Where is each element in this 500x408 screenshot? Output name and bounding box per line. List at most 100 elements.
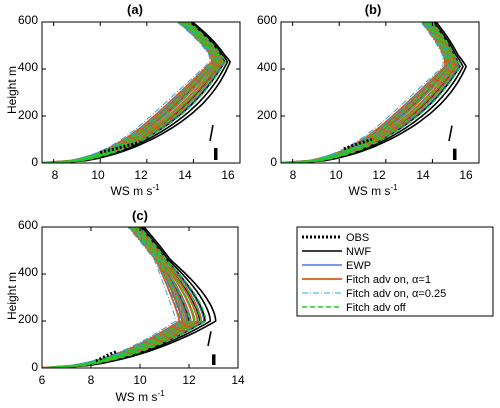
series-lines [281, 22, 467, 163]
x-tick-label: 8 [88, 373, 95, 387]
x-tick-label: 12 [134, 168, 148, 182]
axes-frame [280, 21, 480, 164]
series-line-fitch-on-025 [281, 22, 447, 163]
y-tick-labels-b: 0 200 400 600 [257, 13, 277, 169]
x-tick-label: 12 [182, 373, 196, 387]
y-axis-label-c: Height m [5, 272, 19, 320]
axes-frame [41, 21, 241, 164]
series-line-fitch-off [46, 22, 224, 163]
series-lines [42, 22, 232, 163]
x-tick-label: 14 [178, 168, 192, 182]
series-line-nwf [291, 22, 467, 163]
series-line-nwf [50, 22, 229, 163]
y-tick-label: 400 [257, 60, 277, 74]
x-axis-label-text: WS m s [110, 184, 152, 198]
y-tick-label: 600 [18, 218, 38, 232]
panel-b: (b) 0 200 400 600 8 10 12 14 16 WS m s-1 [257, 2, 480, 198]
series-line-fitch-off [44, 227, 196, 368]
series-line-fitch-on-025 [42, 227, 182, 368]
series-line-nwf [53, 227, 217, 368]
y-tick-labels-c: 0 200 400 600 [18, 218, 38, 374]
x-tick-label: 10 [91, 168, 105, 182]
x-axis-label-superscript: -1 [390, 183, 398, 192]
tower-bar-tilt [207, 331, 212, 347]
series-line-fitch-on-025 [42, 22, 213, 163]
tower-bar-tilt [209, 124, 214, 142]
x-axis-label-superscript: -1 [152, 183, 160, 192]
series-line-fitch-on-1 [42, 227, 188, 368]
x-axis-label-text: WS m s [348, 184, 390, 198]
series-line-fitch-off [49, 227, 207, 368]
series-line-fitch-off [283, 22, 455, 163]
tower-bar [212, 354, 216, 365]
series-line-fitch-off [42, 227, 191, 368]
legend-entry-obs: OBS [302, 232, 369, 244]
series-line-nwf [289, 22, 464, 163]
legend-entry-nwf: NWF [302, 246, 371, 258]
legend-entry-fitch-on-1: Fitch adv on, α=1 [302, 274, 431, 286]
panel-c: (c) 0 200 400 600 6 8 10 12 14 Height m … [5, 208, 245, 404]
x-axis-label-b: WS m s-1 [348, 183, 398, 198]
x-axis-label-superscript: -1 [157, 389, 165, 398]
plot-area-a [41, 21, 241, 164]
x-tick-labels-c: 6 8 10 12 14 [39, 373, 245, 387]
series-lines [42, 227, 217, 368]
y-tick-label: 0 [31, 155, 38, 169]
y-tick-label: 200 [18, 312, 38, 326]
x-tick-label: 12 [372, 168, 386, 182]
series-line-obs [343, 138, 373, 151]
y-tick-label: 600 [257, 13, 277, 27]
y-tick-label: 200 [18, 108, 38, 122]
plot-area-c [41, 226, 239, 369]
x-tick-label: 14 [416, 168, 430, 182]
y-tick-label: 600 [18, 13, 38, 27]
series-line-nwf [52, 22, 232, 163]
series-line-fitch-on-025 [42, 227, 177, 368]
x-tick-label: 10 [133, 373, 147, 387]
legend-label: EWP [346, 260, 371, 272]
series-line-ewp [43, 227, 192, 368]
series-line-fitch-on-1 [45, 22, 222, 163]
series-line-fitch-off [281, 22, 449, 163]
series-line-ewp [42, 227, 189, 368]
series-line-fitch-on-1 [45, 227, 199, 368]
legend-entry-ewp: EWP [302, 260, 371, 272]
series-line-fitch-off [42, 22, 218, 163]
legend-entry-fitch-on-025: Fitch adv on, α=0.25 [302, 288, 446, 300]
legend-label: Fitch adv off [346, 302, 407, 314]
legend-label: Fitch adv on, α=1 [346, 274, 431, 286]
y-tick-labels-a: 0 200 400 600 [18, 13, 38, 169]
y-axis-label-a: Height m [5, 66, 19, 114]
tower-bar [453, 148, 457, 160]
series-line-fitch-off [44, 22, 221, 163]
x-tick-label: 8 [290, 168, 297, 182]
legend-label: NWF [346, 246, 371, 258]
y-tick-label: 0 [31, 360, 38, 374]
y-tick-label: 200 [257, 108, 277, 122]
x-tick-label: 8 [52, 168, 59, 182]
panel-label-c: (c) [132, 208, 148, 223]
legend-box [296, 226, 494, 317]
y-tick-label: 400 [18, 60, 38, 74]
x-axis-label-c: WS m s-1 [115, 389, 165, 404]
panel-a: (a) 0 200 400 600 8 10 12 14 16 Height m… [5, 2, 241, 198]
legend-label: Fitch adv on, α=0.25 [346, 288, 446, 300]
series-line-fitch-off [42, 227, 185, 368]
series-line-fitch-off [287, 22, 462, 163]
series-line-fitch-off [48, 22, 226, 163]
x-tick-label: 14 [231, 373, 245, 387]
series-line-fitch-on-025 [281, 22, 444, 163]
x-tick-labels-b: 8 10 12 14 16 [290, 168, 473, 182]
series-line-obs [99, 141, 138, 154]
legend-label: OBS [346, 232, 369, 244]
legend: OBS NWF EWP Fitch adv on, α=1 Fitch adv … [296, 226, 494, 317]
y-tick-label: 400 [18, 265, 38, 279]
series-line-fitch-on-025 [42, 22, 211, 163]
series-line-nwf [51, 227, 212, 368]
series-line-obs [95, 349, 119, 363]
series-line-fitch-off [47, 227, 202, 368]
plot-area-b [280, 21, 480, 164]
series-line-fitch-on-1 [44, 22, 220, 163]
y-tick-label: 0 [270, 155, 277, 169]
